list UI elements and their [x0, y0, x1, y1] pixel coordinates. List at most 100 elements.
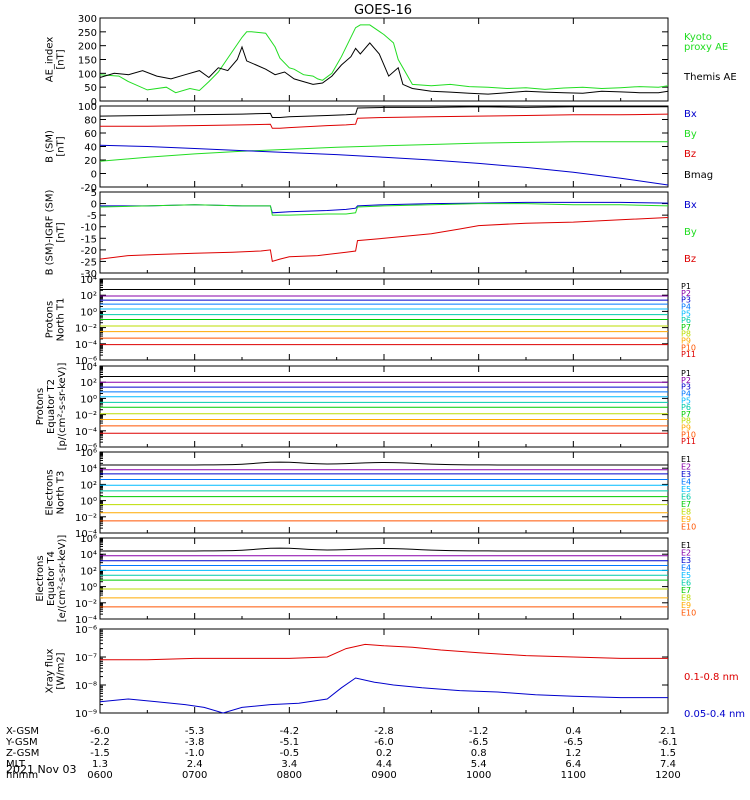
channel-label-p8: P8 [681, 417, 691, 426]
y-tick-label: 10⁻² [75, 599, 97, 610]
legend-entry: 0.05-0.4 nm [684, 709, 745, 720]
channel-label-p11: P11 [681, 437, 696, 446]
y-tick-label: -10 [81, 223, 97, 234]
ephemeris-value: 1.3 [92, 759, 108, 770]
y-axis-title: Electrons [35, 555, 46, 601]
ephemeris-value: 0700 [182, 770, 207, 781]
channel-label-e4: E4 [681, 478, 691, 487]
ephemeris-row-label: MLT [6, 759, 26, 770]
y-tick-label: 10² [80, 480, 97, 491]
channel-label-p1: P1 [681, 282, 691, 291]
channel-label-e6: E6 [681, 579, 691, 588]
ephemeris-value: 1000 [466, 770, 491, 781]
y-tick-label: -25 [81, 257, 97, 268]
channel-line-e1 [100, 461, 668, 466]
date-label: 2021 Nov 03 [6, 763, 76, 776]
series-bz [99, 217, 669, 263]
y-tick-label: 40 [84, 143, 97, 154]
ephemeris-value: -5.1 [280, 737, 300, 748]
y-axis-title: Xray flux [45, 649, 56, 694]
y-axis-title: Protons [45, 301, 56, 338]
y-axis-title: [nT] [56, 49, 67, 69]
channel-label-e6: E6 [681, 493, 691, 502]
channel-label-e1: E1 [681, 455, 691, 464]
channel-label-e4: E4 [681, 564, 691, 573]
channel-label-e10: E10 [681, 523, 696, 532]
ephemeris-value: -1.5 [90, 748, 110, 759]
y-tick-label: 10⁰ [80, 307, 97, 318]
legend-entry: Bz [684, 254, 696, 265]
ephemeris-value: -5.3 [185, 726, 205, 737]
y-axis-title: [nT] [56, 222, 67, 242]
y-tick-label: 10² [80, 566, 97, 577]
panel-frame [99, 17, 669, 102]
ephemeris-value: 0.4 [565, 726, 581, 737]
y-tick-label: 10⁻⁶ [75, 443, 97, 454]
ephemeris-value: 1.2 [565, 748, 581, 759]
series-themis-ae [99, 42, 669, 95]
ephemeris-value: 4.4 [376, 759, 392, 770]
y-tick-label: 10⁰ [80, 394, 97, 405]
channel-label-p4: P4 [681, 302, 691, 311]
channel-label-p7: P7 [681, 323, 691, 332]
y-tick-label: 10⁴ [80, 464, 97, 475]
y-tick-label: 10⁴ [80, 362, 97, 373]
ephemeris-value: 7.4 [660, 759, 676, 770]
y-tick-label: 5 [91, 188, 97, 199]
channel-label-e2: E2 [681, 549, 691, 558]
channel-label-e7: E7 [681, 500, 691, 509]
y-axis-title: [W/m2] [56, 652, 67, 689]
series-by [99, 141, 668, 162]
y-tick-label: 10⁻⁴ [75, 427, 97, 438]
channel-label-e9: E9 [681, 601, 691, 610]
y-tick-label: -20 [81, 183, 97, 194]
y-tick-label: -20 [81, 246, 97, 257]
ephemeris-value: -2.8 [374, 726, 394, 737]
y-tick-label: 10⁻⁴ [75, 615, 97, 626]
y-axis-title: AE_index [45, 37, 56, 83]
y-tick-label: 10⁶ [80, 534, 97, 545]
y-axis-title: [e/(cm²-s-sr-keV)] [57, 535, 68, 623]
y-tick-label: 0 [91, 97, 97, 108]
y-tick-label: 10² [80, 378, 97, 389]
legend-entry: By [684, 129, 697, 140]
channel-label-p7: P7 [681, 410, 691, 419]
ephemeris-row-label: Y-GSM [5, 737, 38, 748]
ephemeris-value: -6.0 [374, 737, 394, 748]
legend-entry: proxy AE [684, 42, 728, 53]
panel-frame [99, 365, 669, 448]
y-tick-label: 10⁻² [75, 513, 97, 524]
y-tick-label: 300 [78, 14, 97, 25]
legend-entry: Bx [684, 200, 697, 211]
ephemeris-value: 1.5 [660, 748, 676, 759]
channel-label-e1: E1 [681, 541, 691, 550]
channel-label-p10: P10 [681, 430, 696, 439]
channel-label-e2: E2 [681, 463, 691, 472]
y-tick-label: 0 [91, 170, 97, 181]
y-tick-label: 150 [78, 56, 97, 67]
panel-protons-t2: 10⁻⁶ 10⁻⁴ 10⁻² 10⁰ 10² 10⁴ Protons Equator T2 [p… [35, 362, 696, 454]
ephemeris-value: 2.4 [187, 759, 203, 770]
channel-label-e7: E7 [681, 586, 691, 595]
ephemeris-value: 1100 [561, 770, 586, 781]
y-tick-label: 10² [80, 291, 97, 302]
series-bz [100, 113, 669, 129]
channel-label-e3: E3 [681, 470, 691, 479]
panel-xray: 10⁻⁹ 10⁻⁸ 10⁻⁷ 10⁻⁶ Xray flux [W/m2] 0.1-0.8 n… [45, 625, 746, 720]
y-tick-label: -15 [81, 234, 97, 245]
y-axis-title: Electrons [45, 469, 56, 515]
series-0-1-0-8-nm [100, 643, 668, 661]
channel-label-e3: E3 [681, 556, 691, 565]
legend-entry: By [684, 227, 697, 238]
channel-label-p1: P1 [681, 369, 691, 378]
ephemeris-value: 0.8 [471, 748, 487, 759]
y-tick-label: 60 [84, 129, 97, 140]
channel-label-e10: E10 [681, 609, 696, 618]
y-tick-label: 10⁰ [80, 497, 97, 508]
y-tick-label: 20 [84, 156, 97, 167]
y-tick-label: 100 [78, 69, 97, 80]
series-bmag [99, 106, 668, 118]
ephemeris-value: 6.4 [565, 759, 581, 770]
ephemeris-value: -1.0 [185, 748, 205, 759]
